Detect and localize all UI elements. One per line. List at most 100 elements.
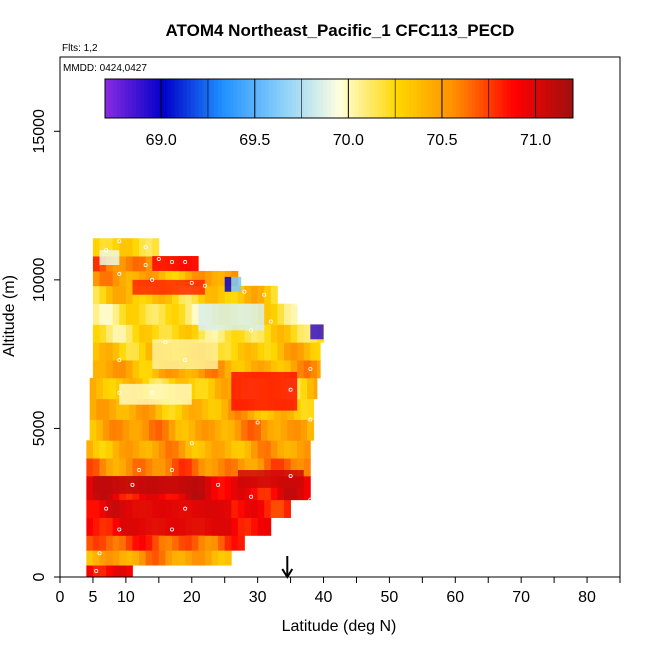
heatmap-cell (198, 458, 206, 477)
heatmap-cell (218, 535, 226, 551)
y-axis: 0 5000 10000 15000 (31, 109, 60, 581)
heatmap-cell (175, 419, 183, 441)
heatmap-cell (145, 238, 153, 257)
heatmap-cell (198, 360, 206, 379)
heatmap-cell (172, 535, 179, 551)
heatmap-cell (152, 270, 160, 287)
heatmap-cell (119, 458, 127, 477)
heatmap-cell (244, 342, 252, 361)
heatmap-cell (112, 535, 120, 551)
sample-point (255, 420, 260, 425)
colorbar-segment (456, 79, 461, 118)
heatmap-cell (231, 475, 239, 501)
heatmap-patch (152, 339, 219, 369)
heatmap-cell (139, 458, 147, 477)
heatmap-cell (234, 419, 242, 441)
heatmap-cell (297, 440, 305, 459)
heatmap-cell (92, 535, 100, 551)
heatmap-cell (204, 535, 212, 551)
colorbar-segment (483, 79, 488, 118)
heatmap-cell (201, 419, 209, 441)
colorbar-segment (545, 79, 551, 118)
heatmap-cell (106, 440, 114, 459)
heatmap-cell (231, 360, 239, 379)
heatmap-cell (297, 360, 305, 379)
heatmap-cell (125, 535, 133, 551)
heatmap-cell (106, 303, 114, 325)
colorbar-segment (346, 79, 352, 118)
heatmap-cell (195, 377, 203, 400)
heatmap-cell (125, 440, 133, 459)
colorbar-segment (506, 79, 512, 118)
heatmap-cell (195, 398, 203, 420)
heatmap-cell (92, 360, 100, 379)
heatmap-cell (241, 419, 249, 441)
heatmap-cell (284, 458, 291, 477)
colorbar-segment (179, 79, 184, 118)
heatmap-cell (119, 270, 127, 287)
heatmap-cell (152, 324, 160, 343)
colorbar-segment (241, 79, 246, 118)
colorbar-segment (327, 79, 332, 118)
sample-point (295, 301, 300, 306)
colorbar-segment (194, 79, 200, 118)
heatmap-cell (181, 398, 189, 420)
colorbar-segment (378, 79, 383, 118)
colorbar-segment (210, 79, 215, 118)
heatmap-cell (191, 535, 199, 551)
heatmap-cell (165, 285, 173, 305)
heatmap-cell (264, 475, 272, 501)
colorbar-segment (186, 79, 192, 118)
heatmap-cell (139, 238, 147, 257)
heatmap-cell (99, 285, 107, 305)
heatmap-cell (300, 398, 308, 420)
heatmap-cell (129, 419, 137, 441)
heatmap-cell (257, 475, 265, 501)
heatmap-cell (112, 360, 120, 379)
heatmap-cell (158, 324, 166, 343)
heatmap-cell (224, 342, 232, 361)
sample-point (189, 441, 194, 446)
heatmap-cell (172, 303, 179, 325)
heatmap-cell (244, 499, 252, 518)
heatmap-cell (92, 238, 100, 257)
heatmap-patch (152, 256, 199, 271)
heatmap-cell (303, 440, 311, 459)
heatmap-cell (142, 419, 150, 441)
colorbar-segment (530, 79, 535, 118)
heatmap-cell (132, 270, 140, 287)
plot-frame (59, 56, 621, 578)
colorbar-tick-label: 69.5 (239, 132, 270, 149)
heatmap-cell (208, 377, 216, 400)
heatmap-cell (152, 285, 160, 305)
heatmap-cell (86, 440, 94, 459)
colorbar-segment (190, 79, 196, 118)
heatmap-cell (119, 360, 127, 379)
x-tick-label: 0 (56, 589, 65, 606)
heatmap-cell (152, 238, 160, 257)
heatmap-cell (135, 419, 143, 441)
heatmap-cell (290, 324, 298, 343)
colorbar-tick-label: 71.0 (520, 132, 551, 149)
heatmap-cell (106, 360, 114, 379)
heatmap-cell (218, 285, 226, 305)
date-annotation: MMDD: 0424,0427 (63, 63, 147, 74)
heatmap-patch (224, 276, 232, 292)
heatmap-cell (221, 398, 229, 420)
y-tick-label: 5000 (31, 411, 48, 447)
heatmap-cell (251, 285, 259, 305)
x-tick-label: 40 (315, 589, 333, 606)
heatmap-cell (211, 535, 219, 551)
colorbar-segment (136, 79, 141, 118)
sample-point (104, 248, 109, 253)
heatmap-cell (86, 499, 94, 518)
heatmap-cell (270, 360, 278, 379)
colorbar-segment (140, 79, 145, 118)
heatmap-cell (277, 342, 285, 361)
heatmap-cell (191, 270, 199, 287)
colorbar-segment (249, 79, 254, 118)
colorbar-segment (292, 79, 297, 118)
heatmap-cell (106, 324, 114, 343)
heatmap-cell (188, 377, 196, 400)
colorbar-segment (261, 79, 266, 118)
